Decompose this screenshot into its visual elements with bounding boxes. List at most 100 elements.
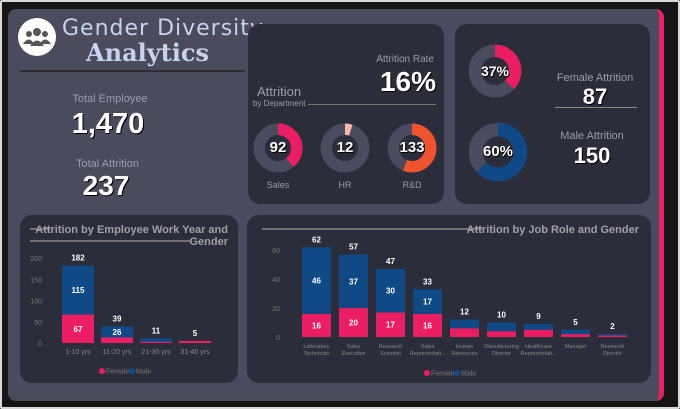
department-subtitle: by Department [253,99,306,108]
total-label: 9 [536,312,541,321]
total-label: 10 [497,311,506,320]
total-attrition-label: Total Attrition [76,158,139,170]
total-label: 39 [113,314,122,323]
bar-male [302,247,331,314]
y-tick-label: 150 [30,277,42,284]
x-tick-label: 31-40 yrs [180,349,210,356]
x-tick-label: Representati... [410,351,446,357]
donut-fill [468,44,522,98]
department-title: Attrition [257,84,302,99]
department-card: Attrition Rate 16% Attrition by Departme… [248,24,444,204]
data-label: 16 [423,321,432,330]
chart-title: Gender [189,236,228,248]
data-label: 17 [386,321,395,330]
x-tick-label: 1-10 yrs [65,349,91,356]
legend-marker-male [129,368,135,374]
x-tick-label: 21-30 yrs [141,349,171,356]
bar-male [140,338,172,342]
data-label: 17 [423,298,432,307]
y-tick-label: 0 [38,341,42,348]
bar-female [140,341,172,343]
data-label: 37 [349,277,358,286]
x-tick-label: Sales [421,344,435,350]
legend-label: Female [106,369,129,376]
legend-label: Female [431,371,454,378]
donut-label: Sales [266,180,290,190]
bar-male [62,265,94,315]
bar-female [413,313,442,337]
x-tick-label: Scientist [380,351,401,357]
data-label: 30 [386,287,395,296]
divider [20,70,245,72]
legend-marker-female [99,368,105,374]
male-attrition-value: 150 [573,143,611,168]
bar-male [487,322,516,332]
donut-fill [320,123,370,173]
job-role-chart-card: Attrition by Job Role and Gender 0 20 40 60 1… [247,215,651,383]
total-label: 57 [349,243,358,252]
chart-title: Attrition by Employee Work Year and [35,224,228,236]
x-tick-label: Manufacturing [484,344,519,350]
total-label: 11 [152,326,161,335]
job-role-chart: Attrition by Job Role and Gender 0 20 40 60 1… [262,224,640,378]
donut-sales: 92 [252,122,304,174]
female-donut: 37% [467,43,523,99]
gender-card: 37% 60% Female Attrition 87 Male Attriti… [455,24,650,204]
bar-female [598,335,627,337]
legend-label: Male [461,371,476,378]
donut-value: 12 [336,139,354,156]
donut-value: 133 [399,139,425,156]
total-employee-label: Total Employee [72,93,148,105]
x-tick-label: Resources [451,351,478,357]
male-donut: 60% [467,121,529,183]
bar-female [101,337,133,343]
people-group-icon [23,28,51,46]
data-label: 46 [312,277,321,286]
total-label: 182 [71,254,85,263]
bar-male [524,323,553,330]
bar-female [487,331,516,337]
attrition-rate-value: 16% [379,66,436,97]
y-tick-label: 20 [272,306,280,313]
male-attrition-label: Male Attrition [560,130,624,142]
bar-female [302,313,331,337]
work-year-chart-card: Attrition by Employee Work Year and Gende… [20,215,238,383]
legend-marker-female [424,370,430,376]
data-label: 67 [74,325,83,334]
work-year-chart: Attrition by Employee Work Year andGende… [30,224,229,376]
donut-hr: 12 [319,122,371,174]
donut-label: HR [338,180,352,190]
y-tick-label: 100 [30,299,42,306]
x-tick-label: Laboratory [303,344,330,350]
y-tick-label: 60 [272,248,280,255]
x-tick-label: Research [379,344,403,350]
total-label: 5 [193,329,198,338]
total-label: 12 [460,308,469,317]
data-label: 20 [349,319,358,328]
bar-male [598,334,627,336]
x-tick-label: Human [456,344,474,350]
total-employee-value: 1,470 [71,108,145,140]
donut-label: R&D [402,180,422,190]
bar-male [561,329,590,335]
x-tick-label: 11-20 yrs [103,349,132,356]
donut-fill [468,122,528,182]
divider [308,104,436,105]
divider [555,107,637,108]
legend-label: Male [136,369,151,376]
bar-male [413,289,442,314]
x-tick-label: Sales [347,344,361,350]
title-line1: Gender Diversity [62,16,264,41]
title-line2: Analytics [86,38,210,67]
x-tick-label: Research [601,344,625,350]
total-label: 33 [423,277,432,286]
attrition-rate-label: Attrition Rate [376,54,434,65]
x-tick-label: Representati... [521,351,557,357]
donut-value: 37% [480,62,510,79]
legend-marker-male [454,370,460,376]
x-tick-label: Healthcare [525,344,552,350]
donut-rd: 133 [386,122,438,174]
bar-female [179,340,211,343]
data-label: 26 [113,328,122,337]
